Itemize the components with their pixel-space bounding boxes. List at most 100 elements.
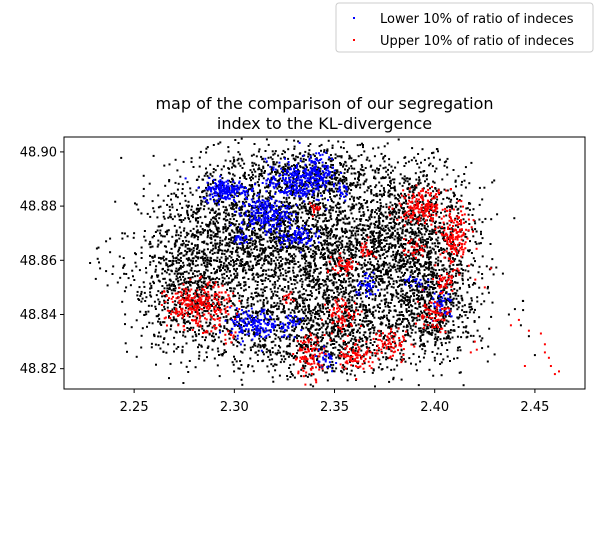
data-point-background xyxy=(403,243,405,245)
data-point-background xyxy=(411,228,414,231)
data-point-background xyxy=(274,228,277,231)
data-point-background xyxy=(231,207,233,210)
data-point-background xyxy=(142,174,145,177)
data-point-background xyxy=(263,318,266,321)
data-point-background xyxy=(355,244,358,246)
data-point-background xyxy=(345,235,348,238)
data-point-background xyxy=(228,214,231,217)
data-point-background xyxy=(382,192,385,195)
data-point-background xyxy=(387,191,390,194)
data-point-background xyxy=(448,315,451,318)
data-point-background xyxy=(359,244,362,247)
data-point-background xyxy=(264,170,266,172)
data-point-background xyxy=(352,205,355,208)
data-point-background xyxy=(291,374,294,377)
data-point-background xyxy=(429,249,432,252)
data-point-background xyxy=(206,225,209,228)
data-point-background xyxy=(119,276,122,279)
data-point-background xyxy=(343,190,346,193)
data-point-background xyxy=(384,236,386,239)
data-point-background xyxy=(308,305,311,308)
data-point-background xyxy=(225,281,228,284)
data-point-background xyxy=(432,151,435,154)
data-point-background xyxy=(329,205,332,208)
data-point-background xyxy=(177,248,180,251)
data-point-background xyxy=(195,293,198,296)
data-point-background xyxy=(351,286,354,289)
data-point-background xyxy=(215,242,218,245)
data-point-background xyxy=(200,291,203,294)
data-point-background xyxy=(306,264,309,267)
data-point-background xyxy=(308,216,310,219)
data-point-background xyxy=(305,268,308,271)
data-point-background xyxy=(122,266,125,269)
data-point-background xyxy=(208,223,211,226)
data-point-background xyxy=(283,278,286,281)
data-point-background xyxy=(188,262,191,265)
data-point-background xyxy=(309,294,312,296)
data-point-background xyxy=(309,262,312,265)
data-point-background xyxy=(386,263,389,266)
data-point-background xyxy=(394,166,397,169)
data-point-background xyxy=(306,209,308,212)
data-point-background xyxy=(245,306,248,309)
data-point-background xyxy=(359,220,362,222)
data-point-background xyxy=(396,228,399,231)
data-point-background xyxy=(332,243,335,246)
data-point-background xyxy=(177,291,180,294)
data-point-background xyxy=(423,269,426,271)
data-point-background xyxy=(391,323,394,326)
data-point-background xyxy=(231,250,234,253)
data-point-background xyxy=(348,239,351,242)
data-point-background xyxy=(486,287,489,290)
data-point-background xyxy=(259,299,262,302)
data-point-background xyxy=(215,270,218,273)
data-point-background xyxy=(205,192,208,195)
data-point-background xyxy=(188,264,191,267)
data-point-background xyxy=(212,181,215,184)
data-point-background xyxy=(252,177,254,180)
data-point-background xyxy=(198,312,201,315)
data-point-background xyxy=(244,171,246,174)
data-point-background xyxy=(388,243,391,246)
data-point-background xyxy=(364,202,367,205)
data-point-background xyxy=(354,250,357,253)
data-point-background xyxy=(283,230,286,233)
data-point-background xyxy=(167,299,169,302)
data-point-background xyxy=(349,242,352,245)
data-point-background xyxy=(389,201,392,204)
data-point-background xyxy=(371,239,374,242)
data-point-background xyxy=(177,182,180,185)
data-point-background xyxy=(307,209,310,212)
data-point-background xyxy=(378,234,381,237)
data-point-background xyxy=(307,213,310,216)
data-point-background xyxy=(319,225,322,228)
data-point-background xyxy=(417,182,420,185)
data-point-background xyxy=(375,247,378,250)
data-point-background xyxy=(349,317,352,320)
data-point-background xyxy=(441,178,444,181)
data-point-background xyxy=(428,233,430,236)
data-point-background xyxy=(373,248,375,251)
data-point-background xyxy=(254,243,256,246)
data-point-background xyxy=(298,208,301,211)
data-point-background xyxy=(212,335,215,338)
data-point-background xyxy=(258,262,260,265)
data-point-background xyxy=(396,267,399,270)
data-point-background xyxy=(241,208,243,211)
data-point-background xyxy=(338,249,340,251)
data-point-background xyxy=(210,260,212,262)
data-point-background xyxy=(256,181,259,184)
data-point-background xyxy=(309,255,312,258)
data-point-background xyxy=(402,225,405,228)
data-point-background xyxy=(404,162,407,165)
data-point-background xyxy=(176,273,179,275)
data-point-background xyxy=(266,198,269,201)
data-point-background xyxy=(214,246,217,249)
data-point-background xyxy=(347,205,350,208)
data-point-background xyxy=(414,185,417,188)
data-point-background xyxy=(250,316,253,319)
data-point-background xyxy=(198,343,201,346)
legend: Lower 10% of ratio of indeces Upper 10% … xyxy=(335,2,594,53)
data-point-background xyxy=(269,194,271,197)
